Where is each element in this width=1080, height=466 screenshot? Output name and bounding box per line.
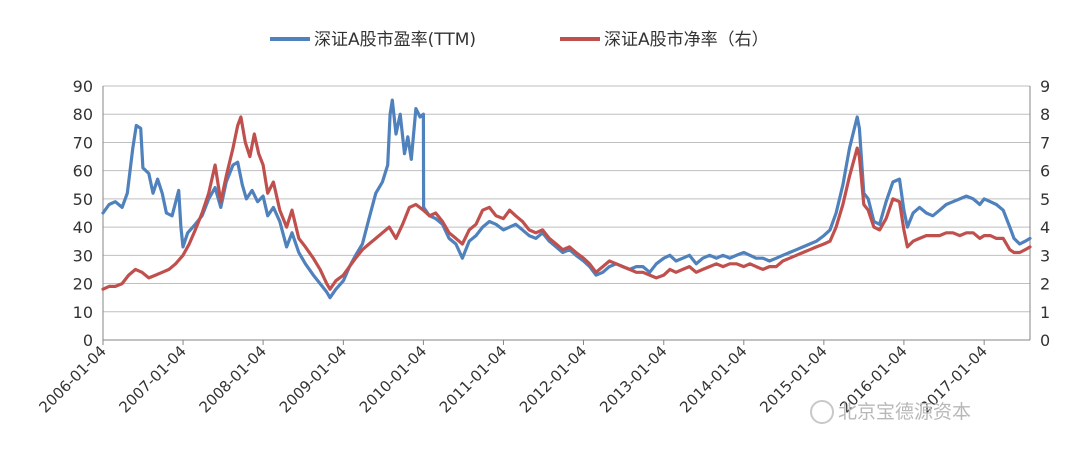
- y-right-tick-label: 8: [1040, 105, 1050, 124]
- y-left-tick-label: 30: [73, 246, 93, 265]
- y-left-tick-label: 70: [73, 133, 93, 152]
- y-left-tick-label: 50: [73, 190, 93, 209]
- series-line-1: [101, 98, 1032, 300]
- y-right-tick-label: 0: [1040, 331, 1050, 350]
- y-right-tick-label: 4: [1040, 218, 1050, 237]
- legend-label-2: 深证A股市净率（右）: [604, 30, 769, 50]
- y-right-tick-label: 5: [1040, 190, 1050, 209]
- y-right-tick-label: 9: [1040, 77, 1050, 96]
- watermark-logo-icon: [810, 400, 834, 424]
- y-left-tick-label: 40: [73, 218, 93, 237]
- y-left-tick-label: 90: [73, 77, 93, 96]
- y-left-tick-label: 20: [73, 275, 93, 294]
- y-left-tick-label: 60: [73, 162, 93, 181]
- y-right-tick-label: 3: [1040, 246, 1050, 265]
- right-y-axis: 0 1 2 3 4 5 6 7 8 9: [1040, 77, 1050, 350]
- y-right-tick-label: 2: [1040, 275, 1050, 294]
- x-tick-label: 2006-01-04: [35, 342, 109, 416]
- legend-label-1: 深证A股市盈率(TTM): [314, 30, 476, 50]
- x-tick-label: 2015-01-04: [756, 342, 830, 416]
- x-tick-label: 2010-01-04: [356, 342, 430, 416]
- x-tick-label: 2014-01-04: [676, 342, 750, 416]
- x-tick-label: 2009-01-04: [276, 342, 350, 416]
- series-line-2: [101, 115, 1032, 291]
- y-right-tick-label: 1: [1040, 303, 1050, 322]
- y-right-tick-label: 7: [1040, 133, 1050, 152]
- y-left-tick-label: 80: [73, 105, 93, 124]
- y-right-tick-label: 6: [1040, 162, 1050, 181]
- y-left-tick-label: 0: [83, 331, 93, 350]
- x-tick-label: 2007-01-04: [115, 342, 189, 416]
- y-left-tick-label: 10: [73, 303, 93, 322]
- watermark-text: 北京宝德源资本: [838, 401, 971, 423]
- legend: 深证A股市盈率(TTM) 深证A股市净率（右）: [270, 30, 769, 50]
- x-tick-label: 2012-01-04: [516, 342, 590, 416]
- x-tick-label: 2011-01-04: [436, 342, 510, 416]
- series-layer: [101, 98, 1032, 300]
- x-tick-label: 2013-01-04: [596, 342, 670, 416]
- watermark: 北京宝德源资本: [810, 400, 971, 424]
- left-y-axis: 0 10 20 30 40 50 60 70 80 90: [73, 77, 93, 350]
- x-tick-label: 2008-01-04: [196, 342, 270, 416]
